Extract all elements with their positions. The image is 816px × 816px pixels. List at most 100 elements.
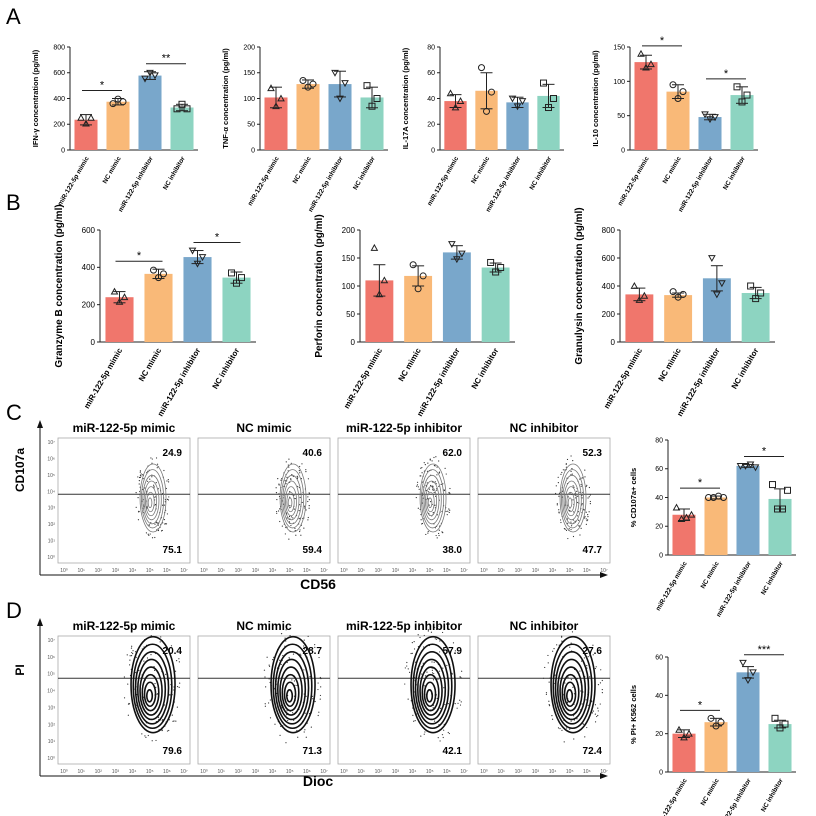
category-label: miR-122-5p inhibitor	[715, 777, 753, 816]
event-dot	[423, 646, 425, 648]
event-dot	[420, 519, 422, 521]
event-dot	[601, 688, 603, 691]
x-tick-label: 10²	[515, 568, 523, 574]
event-dot	[439, 740, 441, 742]
flow-plot-title: NC inhibitor	[510, 421, 579, 435]
category-label: NC mimic	[470, 155, 491, 185]
data-point	[141, 75, 149, 83]
event-dot	[308, 493, 311, 495]
y-tick-label: 150	[613, 44, 625, 51]
contour-ring	[136, 658, 167, 721]
data-point	[715, 492, 722, 500]
event-dot	[138, 476, 141, 479]
data-point	[776, 724, 784, 732]
data-point	[336, 95, 344, 103]
x-tick-label: 10⁷	[180, 769, 188, 775]
data-point	[368, 102, 376, 110]
event-dot	[301, 501, 303, 504]
event-dot	[167, 481, 170, 483]
event-dot	[132, 650, 134, 652]
event-dot	[174, 670, 177, 672]
event-dot	[438, 670, 441, 672]
event-dot	[134, 651, 137, 653]
event-dot	[587, 704, 589, 706]
x-axis-ticks: 10⁰ 10¹ 10² 10³ 10⁴ 10⁵ 10⁶ 10⁷	[60, 769, 188, 775]
event-dot	[264, 703, 266, 705]
event-dot	[311, 695, 314, 697]
event-dot	[571, 467, 573, 470]
x-tick-label: 10²	[375, 568, 383, 574]
x-tick-label: 10³	[392, 568, 400, 574]
event-dot	[572, 485, 574, 487]
event-dot	[167, 479, 169, 481]
event-dot	[285, 640, 287, 642]
event-dot	[449, 487, 451, 490]
event-dot	[286, 710, 288, 712]
bar	[704, 722, 728, 772]
event-dot	[548, 700, 550, 702]
event-dot	[571, 473, 573, 475]
event-dot	[427, 629, 429, 631]
event-dot	[460, 677, 463, 679]
event-dot	[277, 510, 280, 512]
event-dot	[126, 654, 128, 656]
contour-ring	[140, 469, 165, 529]
event-dot	[159, 641, 161, 643]
data-point	[717, 718, 725, 726]
bar-chart-a1: 0 200 400 600 800 IFN-γ concentration (pg/ml)…	[31, 44, 198, 213]
event-dot	[440, 483, 442, 486]
event-dot	[130, 655, 133, 657]
category-label: NC inhibitor	[760, 560, 785, 596]
event-dot	[592, 710, 595, 712]
category-label: miR-122-5p mimic	[602, 346, 644, 410]
event-dot	[551, 715, 553, 717]
contour-ring	[554, 651, 590, 725]
data-point	[341, 80, 349, 88]
x-tick-label: 10⁰	[340, 769, 348, 775]
category-label: NC inhibitor	[529, 155, 554, 191]
y-axis-label: Granulysin concentration (pg/ml)	[574, 207, 585, 364]
y-tick-label: 10²	[48, 522, 56, 528]
category-label: miR-122-5p mimic	[426, 155, 460, 207]
x-tick-label: 10⁰	[480, 568, 488, 574]
event-dot	[411, 642, 413, 644]
x-axis-ticks: 10⁰ 10¹ 10² 10³ 10⁴ 10⁵ 10⁶ 10⁷	[480, 769, 608, 775]
event-dot	[156, 467, 158, 469]
data-point	[448, 241, 456, 249]
y-tick-label: 60	[655, 654, 663, 661]
event-dot	[551, 718, 554, 720]
event-dot	[296, 475, 298, 477]
event-dot	[141, 733, 143, 735]
y-tick-label: 10²	[48, 722, 56, 728]
data-point	[331, 69, 339, 77]
bar	[741, 293, 770, 342]
event-dot	[142, 474, 144, 476]
y-axis-label: IL-17A concentration (pg/ml)	[401, 47, 410, 149]
data-point	[453, 256, 461, 264]
category-label: miR-122-5p mimic	[57, 155, 91, 207]
event-dot	[162, 492, 164, 495]
event-dot	[305, 695, 307, 697]
event-dot	[129, 659, 131, 661]
contour-ring	[559, 463, 587, 533]
event-dot	[171, 714, 173, 716]
event-dot	[153, 484, 155, 486]
data-point	[233, 279, 240, 287]
event-dot	[307, 635, 309, 637]
event-dot	[320, 686, 322, 688]
event-dot	[408, 671, 411, 673]
event-dot	[547, 662, 549, 664]
event-dot	[566, 727, 568, 729]
x-tick-label: 10⁷	[600, 568, 608, 574]
flow-plot-2: NC mimic 28.7 71.3 10⁰ 10¹ 10² 10³ 10⁴ 10⁵ 10⁶ 10⁷	[197, 619, 331, 775]
event-dot	[441, 631, 444, 634]
event-dot	[299, 653, 301, 655]
bar	[768, 724, 792, 772]
event-dot	[589, 494, 591, 496]
x-tick-label: 10²	[515, 769, 523, 775]
event-dot	[589, 676, 591, 678]
event-dot	[574, 520, 576, 522]
event-dot	[417, 507, 419, 509]
bar-chart-b1: 0 200 400 600 Granzyme B concentration (pg/m…	[54, 204, 256, 418]
